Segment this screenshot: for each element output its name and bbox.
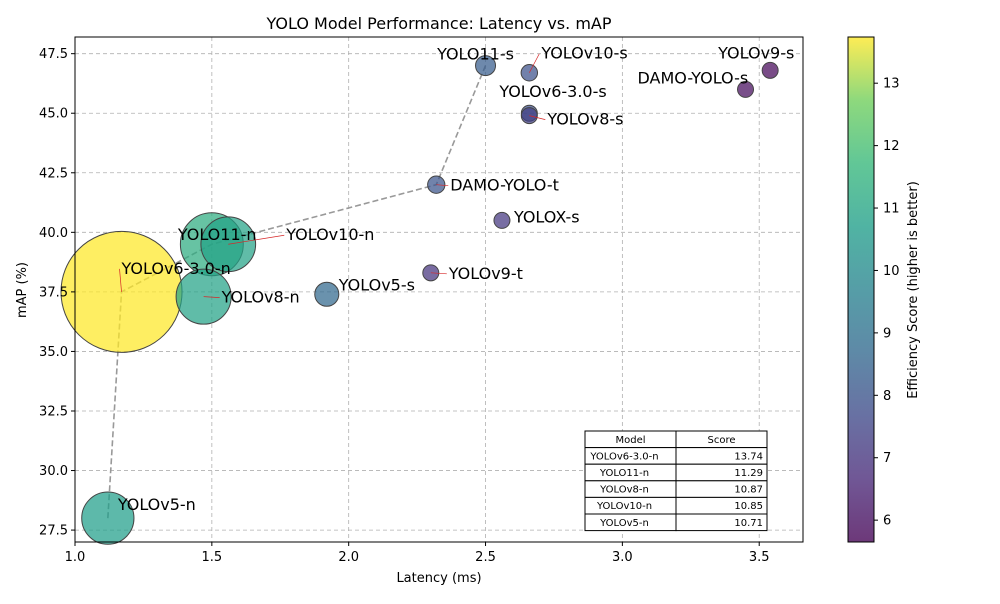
score-table: Model Score YOLOv6-3.0-n 13.74 YOLO11-n 11.29… bbox=[584, 430, 768, 532]
colorbar-tick-label-7: 13 bbox=[883, 77, 900, 92]
x-tick-label-1: 1.5 bbox=[201, 550, 222, 565]
label-connector-4 bbox=[228, 234, 285, 245]
colorbar-label: Efficiency Score (higher is better) bbox=[906, 181, 921, 399]
y-axis: 27.5 30.0 32.5 35.0 37.5 40.0 42.5 45.0 47.5 bbox=[39, 47, 75, 539]
table-value-2-1: 11.29 bbox=[734, 468, 763, 479]
colorbar-tick-label-4: 10 bbox=[883, 264, 900, 279]
x-tick-label-2: 2.0 bbox=[338, 550, 359, 565]
point-label-6: YOLOv9-t bbox=[448, 264, 523, 283]
table-value-1-0: YOLOv6-3.0-n bbox=[589, 451, 658, 462]
colorbar: 6 7 8 9 10 11 12 13 Efficiency Score (higher is … bbox=[847, 36, 921, 543]
point-label-14: YOLOv9-s bbox=[717, 43, 794, 62]
x-tick-label-4: 3.0 bbox=[612, 550, 633, 565]
colorbar-tick-label-5: 11 bbox=[883, 202, 900, 217]
table-value-4-1: 10.85 bbox=[734, 501, 763, 512]
table-value-3-1: 10.87 bbox=[734, 485, 763, 496]
y-tick-label-1: 30.0 bbox=[39, 464, 68, 479]
table-value-3-0: YOLOv8-n bbox=[599, 485, 649, 496]
point-yolov6-3-0-n bbox=[60, 230, 183, 353]
y-tick-label-0: 27.5 bbox=[39, 524, 68, 539]
point-damo-yolo-s bbox=[737, 80, 755, 98]
point-label-5: YOLOv5-s bbox=[338, 275, 415, 294]
point-yolov9-s bbox=[761, 61, 779, 79]
point-label-4: YOLOv10-n bbox=[285, 225, 374, 244]
chart-title: YOLO Model Performance: Latency vs. mAP bbox=[266, 14, 612, 33]
point-label-11: YOLOv6-3.0-s bbox=[498, 82, 606, 101]
y-axis-label: mAP (%) bbox=[15, 262, 30, 318]
point-label-3: YOLO11-n bbox=[177, 225, 257, 244]
label-connector-10 bbox=[529, 53, 540, 73]
label-connector-7 bbox=[436, 184, 449, 187]
table-cell-5-1 bbox=[675, 513, 768, 532]
table-value-5-0: YOLOv5-n bbox=[599, 518, 649, 529]
point-label-8: YOLOX-s bbox=[513, 207, 580, 226]
colorbar-tick-label-0: 6 bbox=[883, 514, 891, 529]
point-labels: YOLOv5-n YOLOv6-3.0-n YOLOv8-n YOLO11-n YOLO… bbox=[117, 43, 795, 514]
y-tick-label-3: 35.0 bbox=[39, 345, 68, 360]
point-yolo11-s bbox=[475, 55, 497, 77]
point-label-9: YOLO11-s bbox=[436, 45, 514, 64]
table-value-1-1: 13.74 bbox=[734, 451, 763, 462]
x-tick-label-0: 1.0 bbox=[65, 550, 86, 565]
x-axis: 1.0 1.5 2.0 2.5 3.0 3.5 bbox=[65, 542, 770, 565]
table-header-1: Score bbox=[707, 435, 735, 446]
point-label-0: YOLOv5-n bbox=[117, 495, 196, 514]
point-yolox-s bbox=[493, 211, 511, 229]
x-axis-label: Latency (ms) bbox=[396, 571, 481, 586]
point-label-1: YOLOv6-3.0-n bbox=[121, 259, 231, 278]
y-tick-label-4: 37.5 bbox=[39, 285, 68, 300]
point-yolov5-n bbox=[81, 491, 135, 545]
table-value-2-0: YOLO11-n bbox=[599, 468, 649, 479]
colorbar-gradient bbox=[847, 36, 875, 543]
table-value-4-0: YOLOv10-n bbox=[596, 501, 652, 512]
point-label-10: YOLOv10-s bbox=[540, 44, 627, 63]
table-value-5-1: 10.71 bbox=[734, 518, 763, 529]
label-connector-12 bbox=[529, 115, 546, 120]
label-connector-6 bbox=[430, 272, 447, 275]
point-label-7: DAMO-YOLO-t bbox=[450, 176, 559, 195]
colorbar-tick-label-6: 12 bbox=[883, 139, 900, 154]
x-tick-label-5: 3.5 bbox=[749, 550, 770, 565]
y-tick-label-7: 45.0 bbox=[39, 107, 68, 122]
table-header-0: Model bbox=[615, 435, 645, 446]
colorbar-tick-label-1: 7 bbox=[883, 451, 891, 466]
point-label-12: YOLOv8-s bbox=[546, 110, 623, 129]
y-tick-label-2: 32.5 bbox=[39, 404, 68, 419]
plot-frame bbox=[74, 36, 804, 543]
y-tick-label-5: 40.0 bbox=[39, 226, 68, 241]
point-yolov5-s bbox=[314, 281, 340, 307]
point-label-2: YOLOv8-n bbox=[221, 288, 300, 307]
label-connector-1 bbox=[119, 268, 122, 292]
point-label-13: DAMO-YOLO-s bbox=[638, 68, 749, 87]
colorbar-tick-label-3: 9 bbox=[883, 326, 891, 341]
label-connector-2 bbox=[203, 296, 220, 298]
y-tick-label-8: 47.5 bbox=[39, 47, 68, 62]
y-tick-label-6: 42.5 bbox=[39, 166, 68, 181]
x-tick-label-3: 2.5 bbox=[475, 550, 496, 565]
colorbar-tick-label-2: 8 bbox=[883, 389, 891, 404]
